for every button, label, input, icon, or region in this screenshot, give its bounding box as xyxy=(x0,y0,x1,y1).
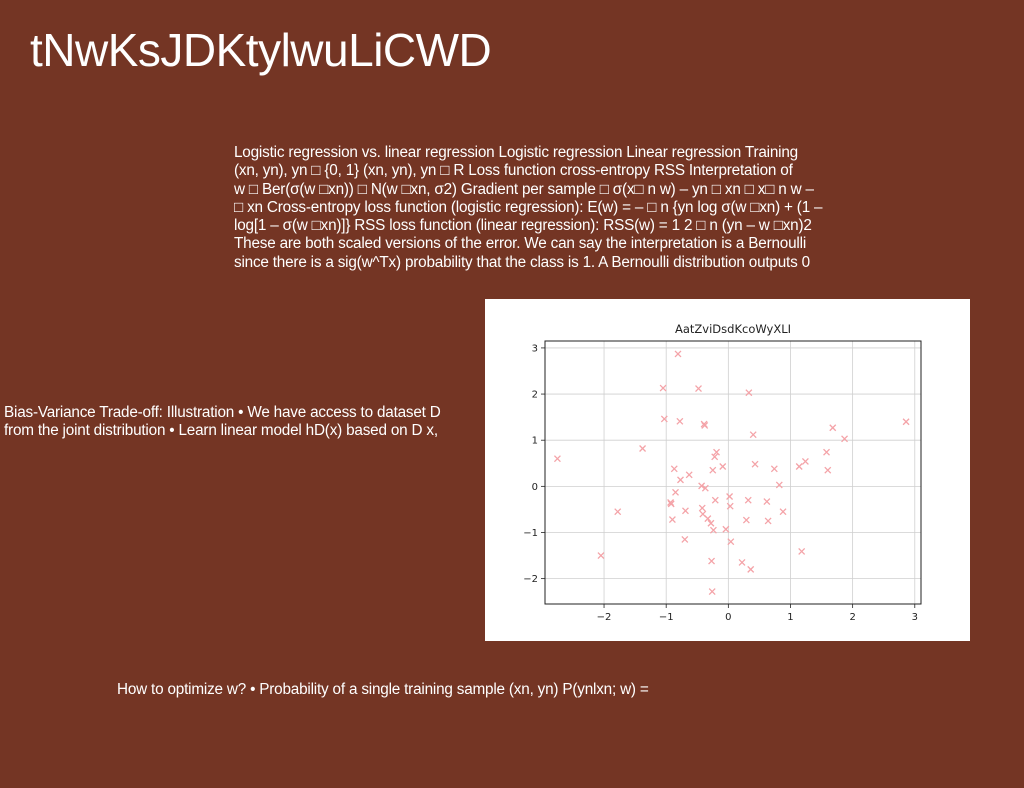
scatter-point xyxy=(701,421,709,429)
tick-layer: −2 −1 0 1 2 3 −2 −1 0 1 2 3 xyxy=(523,343,918,623)
scatter-point xyxy=(668,516,676,524)
plot-frame xyxy=(544,340,922,605)
scatter-chart: −2 −1 0 1 2 3 −2 −1 0 1 2 3 AatZviDsdKcoWyXLI xyxy=(523,322,922,623)
text-line: □ xn Cross-entropy loss function (logist… xyxy=(234,198,823,216)
scatter-point xyxy=(902,418,910,426)
bias-variance-text-block: Bias-Variance Trade-off: Illustration • … xyxy=(4,404,484,441)
main-text-block: Logistic regression vs. linear regressio… xyxy=(234,144,874,272)
scatter-point xyxy=(722,525,730,533)
y-tick-label: −2 xyxy=(523,574,538,585)
text-line: log[1 – σ(w □xn)]} RSS loss function (li… xyxy=(234,217,812,235)
x-tick-label: −2 xyxy=(597,612,612,623)
scatter-point xyxy=(742,516,750,524)
scatter-point xyxy=(672,488,679,496)
scatter-point xyxy=(695,385,702,392)
scatter-point xyxy=(698,482,706,490)
scatter-point xyxy=(639,445,647,452)
text-line: since there is a sig(w^Tx) probability t… xyxy=(234,253,810,271)
scatter-point xyxy=(614,508,622,516)
scatter-point xyxy=(685,471,693,479)
scatter-point xyxy=(726,502,734,510)
scatter-point xyxy=(801,457,809,465)
scatter-point xyxy=(711,496,719,504)
scatter-point xyxy=(711,453,719,461)
scatter-point xyxy=(660,415,668,423)
scatter-point xyxy=(770,465,778,473)
scatter-point xyxy=(707,519,715,527)
scatter-point xyxy=(676,417,684,425)
scatter-point xyxy=(719,463,727,470)
scatter-point xyxy=(701,484,709,492)
x-tick-label: 0 xyxy=(725,612,731,623)
scatter-point xyxy=(726,493,734,500)
grid-layer xyxy=(545,341,921,604)
scatter-point xyxy=(747,565,755,573)
scatter-point xyxy=(670,465,678,473)
text-line: These are both scaled versions of the er… xyxy=(234,235,807,253)
scatter-point xyxy=(841,435,849,443)
x-tick-label: 1 xyxy=(787,612,793,623)
y-tick-label: 0 xyxy=(532,482,538,493)
scatter-point xyxy=(708,557,716,565)
scatter-point xyxy=(751,460,759,468)
scatter-point xyxy=(775,481,783,489)
scatter-point xyxy=(795,463,803,470)
scatter-point xyxy=(823,448,830,456)
scatter-point xyxy=(738,559,746,566)
y-tick-label: −1 xyxy=(523,528,538,539)
scatter-point xyxy=(745,389,753,397)
text-line: Bias-Variance Trade-off: Illustration • … xyxy=(4,404,441,421)
text-line: w □ Ber(σ(w □xn)) □ N(w □xn, σ2) Gradien… xyxy=(234,180,814,198)
y-tick-label: 3 xyxy=(532,343,538,354)
scatter-point xyxy=(704,515,712,523)
scatter-point xyxy=(779,508,787,516)
scatter-point xyxy=(824,466,832,474)
chart-title: AatZviDsdKcoWyXLI xyxy=(675,322,791,336)
scatter-figure: −2 −1 0 1 2 3 −2 −1 0 1 2 3 AatZviDsdKcoWyXLI xyxy=(485,299,970,641)
scatter-point xyxy=(708,588,716,596)
text-line: from the joint distribution • Learn line… xyxy=(4,422,438,440)
x-tick-label: −1 xyxy=(659,612,674,623)
scatter-point xyxy=(667,500,675,508)
scatter-point xyxy=(681,507,689,515)
scatter-point xyxy=(677,476,684,484)
scatter-point xyxy=(659,384,667,392)
scatter-point xyxy=(597,552,605,560)
scatter-point xyxy=(798,547,806,555)
scatter-point xyxy=(713,448,720,456)
scatter-point xyxy=(763,498,771,506)
x-tick-label: 2 xyxy=(849,612,855,623)
y-tick-label: 1 xyxy=(532,436,538,447)
scatter-point xyxy=(698,504,706,512)
y-tick-label: 2 xyxy=(532,390,538,401)
text-line: (xn, yn), yn □ {0, 1} (xn, yn), yn □ R L… xyxy=(234,162,793,180)
scatter-point xyxy=(674,350,682,358)
scatter-point xyxy=(727,538,735,546)
scatter-point xyxy=(709,526,717,534)
optimize-text-block: How to optimize w? • Probability of a si… xyxy=(117,681,817,699)
text-line: How to optimize w? • Probability of a si… xyxy=(117,681,649,698)
scatter-point xyxy=(749,431,757,439)
point-layer xyxy=(553,350,910,596)
scatter-point xyxy=(829,424,837,432)
scatter-point xyxy=(709,466,717,474)
scatter-point xyxy=(553,455,561,463)
scatter-point xyxy=(681,535,689,543)
x-tick-label: 3 xyxy=(912,612,918,623)
slide-title: tNwKsJDKtylwuLiCWD xyxy=(30,24,492,76)
text-line: Logistic regression vs. linear regressio… xyxy=(234,144,798,161)
scatter-point xyxy=(764,517,772,525)
scatter-point xyxy=(744,496,752,504)
